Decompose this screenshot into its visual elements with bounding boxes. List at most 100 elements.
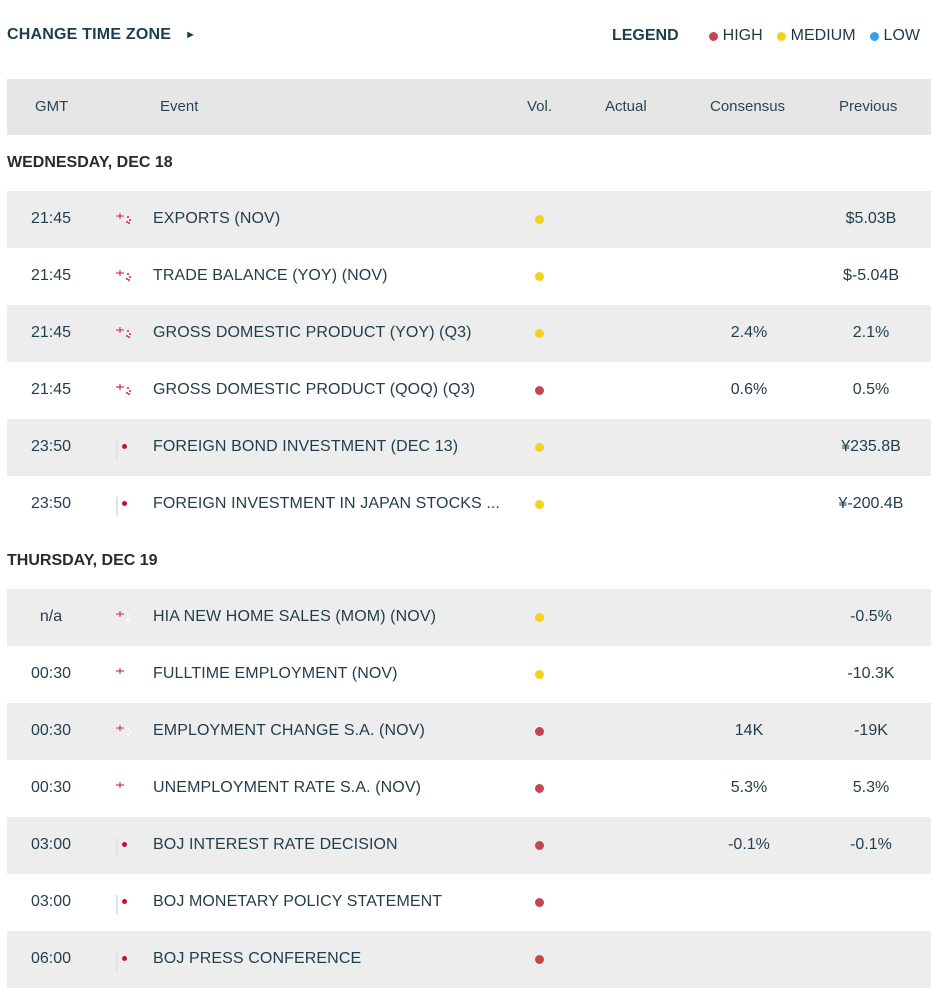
volatility-medium-icon <box>535 500 544 509</box>
consensus-value: 0.6% <box>730 381 768 398</box>
consensus-value: 5.3% <box>730 779 768 796</box>
previous-value: -19K <box>854 722 888 739</box>
event-name[interactable]: GROSS DOMESTIC PRODUCT (YOY) (Q3) <box>153 324 472 341</box>
jp-flag-icon <box>116 497 118 516</box>
event-time: 00:30 <box>30 665 72 682</box>
legend-item-high: HIGH <box>708 27 763 45</box>
event-name[interactable]: HIA NEW HOME SALES (MOM) (NOV) <box>153 608 437 625</box>
table-row[interactable]: 21:45 EXPORTS (NOV) $5.03B <box>7 191 931 248</box>
economic-calendar-table: GMT Event Vol. Actual Consensus Previous… <box>7 79 931 988</box>
event-time: 23:50 <box>30 495 72 512</box>
previous-value: -0.1% <box>850 836 892 853</box>
event-name[interactable]: BOJ PRESS CONFERENCE <box>153 950 362 967</box>
legend-item-medium: MEDIUM <box>776 27 856 45</box>
column-header-vol: Vol. <box>527 98 553 115</box>
change-time-zone-button[interactable]: CHANGE TIME ZONE ► <box>7 26 196 44</box>
volatility-high-icon <box>535 898 544 907</box>
event-time: 00:30 <box>30 722 72 739</box>
day-label: WEDNESDAY, DEC 18 <box>7 154 173 171</box>
consensus-value: 2.4% <box>730 324 768 341</box>
jp-flag-icon <box>116 895 118 914</box>
column-header-actual: Actual <box>605 98 647 115</box>
event-name[interactable]: TRADE BALANCE (YOY) (NOV) <box>153 267 388 284</box>
column-header-consensus: Consensus <box>710 98 786 115</box>
table-row[interactable]: 21:45 GROSS DOMESTIC PRODUCT (QOQ) (Q3) 0.… <box>7 362 931 419</box>
play-arrow-icon: ► <box>185 29 197 41</box>
event-name[interactable]: FULLTIME EMPLOYMENT (NOV) <box>153 665 398 682</box>
volatility-medium-icon <box>535 670 544 679</box>
event-name[interactable]: BOJ INTEREST RATE DECISION <box>153 836 398 853</box>
table-row[interactable]: 00:30 EMPLOYMENT CHANGE S.A. (NOV) 14K -19K <box>7 703 931 760</box>
event-name[interactable]: FOREIGN BOND INVESTMENT (DEC 13) <box>153 438 459 455</box>
event-time: 21:45 <box>30 267 72 284</box>
table-row[interactable]: n/a HIA NEW HOME SALES (MOM) (NOV) -0.5% <box>7 589 931 646</box>
previous-value: ¥235.8B <box>841 438 901 455</box>
previous-value: $-5.04B <box>842 267 900 284</box>
event-time: 21:45 <box>30 324 72 341</box>
volatility-high-icon <box>535 727 544 736</box>
low-dot-icon <box>869 31 879 41</box>
volatility-medium-icon <box>535 272 544 281</box>
legend-item-label: HIGH <box>722 27 763 44</box>
previous-value: $5.03B <box>845 210 897 227</box>
event-name[interactable]: UNEMPLOYMENT RATE S.A. (NOV) <box>153 779 422 796</box>
table-row[interactable]: 00:30 FULLTIME EMPLOYMENT (NOV) -10.3K <box>7 646 931 703</box>
column-header-gmt: GMT <box>35 98 69 115</box>
volatility-medium-icon <box>535 613 544 622</box>
column-header-previous: Previous <box>839 98 898 115</box>
event-time: 03:00 <box>30 836 72 853</box>
column-header-event: Event <box>160 98 199 115</box>
previous-value: ¥-200.4B <box>838 495 904 512</box>
table-row[interactable]: 23:50 FOREIGN INVESTMENT IN JAPAN STOCKS … <box>7 476 931 533</box>
event-time: 23:50 <box>30 438 72 455</box>
jp-flag-icon <box>116 440 118 459</box>
event-time: n/a <box>39 608 63 625</box>
previous-value: -0.5% <box>850 608 892 625</box>
table-row[interactable]: 00:30 UNEMPLOYMENT RATE S.A. (NOV) 5.3% 5.3… <box>7 760 931 817</box>
volatility-high-icon <box>535 784 544 793</box>
consensus-value: 14K <box>734 722 764 739</box>
jp-flag-icon <box>116 952 118 971</box>
legend: LEGEND HIGH MEDIUM LOW <box>612 27 920 45</box>
consensus-value: -0.1% <box>728 836 770 853</box>
volatility-high-icon <box>535 841 544 850</box>
table-row[interactable]: 03:00 BOJ MONETARY POLICY STATEMENT <box>7 874 931 931</box>
volatility-high-icon <box>535 386 544 395</box>
legend-item-low: LOW <box>869 27 920 45</box>
legend-title: LEGEND <box>611 27 679 44</box>
event-time: 21:45 <box>30 381 72 398</box>
event-time: 00:30 <box>30 779 72 796</box>
day-label: THURSDAY, DEC 19 <box>7 552 158 569</box>
jp-flag-icon <box>116 838 118 857</box>
event-time: 03:00 <box>30 893 72 910</box>
change-time-zone-label: CHANGE TIME ZONE <box>7 26 172 43</box>
volatility-medium-icon <box>535 329 544 338</box>
event-name[interactable]: EMPLOYMENT CHANGE S.A. (NOV) <box>153 722 425 739</box>
previous-value: -10.3K <box>847 665 895 682</box>
event-name[interactable]: EXPORTS (NOV) <box>153 210 281 227</box>
day-heading: THURSDAY, DEC 19 <box>7 533 931 589</box>
previous-value: 5.3% <box>852 779 890 796</box>
day-heading: WEDNESDAY, DEC 18 <box>7 135 931 191</box>
table-header: GMT Event Vol. Actual Consensus Previous <box>7 79 931 135</box>
calendar-toolbar: CHANGE TIME ZONE ► LEGEND HIGH MEDIUM LOW <box>0 0 938 72</box>
legend-item-label: LOW <box>883 27 920 44</box>
volatility-medium-icon <box>535 215 544 224</box>
event-time: 06:00 <box>30 950 72 967</box>
event-name[interactable]: GROSS DOMESTIC PRODUCT (QOQ) (Q3) <box>153 381 476 398</box>
volatility-medium-icon <box>535 443 544 452</box>
table-row[interactable]: 03:00 BOJ INTEREST RATE DECISION -0.1% -0.1… <box>7 817 931 874</box>
previous-value: 2.1% <box>852 324 890 341</box>
table-row[interactable]: 23:50 FOREIGN BOND INVESTMENT (DEC 13) ¥23… <box>7 419 931 476</box>
previous-value: 0.5% <box>852 381 890 398</box>
legend-item-label: MEDIUM <box>790 27 856 44</box>
high-dot-icon <box>708 31 718 41</box>
table-row[interactable]: 21:45 GROSS DOMESTIC PRODUCT (YOY) (Q3) 2.… <box>7 305 931 362</box>
event-name[interactable]: BOJ MONETARY POLICY STATEMENT <box>153 893 443 910</box>
event-time: 21:45 <box>30 210 72 227</box>
table-row[interactable]: 06:00 BOJ PRESS CONFERENCE <box>7 931 931 988</box>
medium-dot-icon <box>776 31 786 41</box>
volatility-high-icon <box>535 955 544 964</box>
event-name[interactable]: FOREIGN INVESTMENT IN JAPAN STOCKS ... <box>153 495 500 512</box>
table-row[interactable]: 21:45 TRADE BALANCE (YOY) (NOV) $-5.04B <box>7 248 931 305</box>
